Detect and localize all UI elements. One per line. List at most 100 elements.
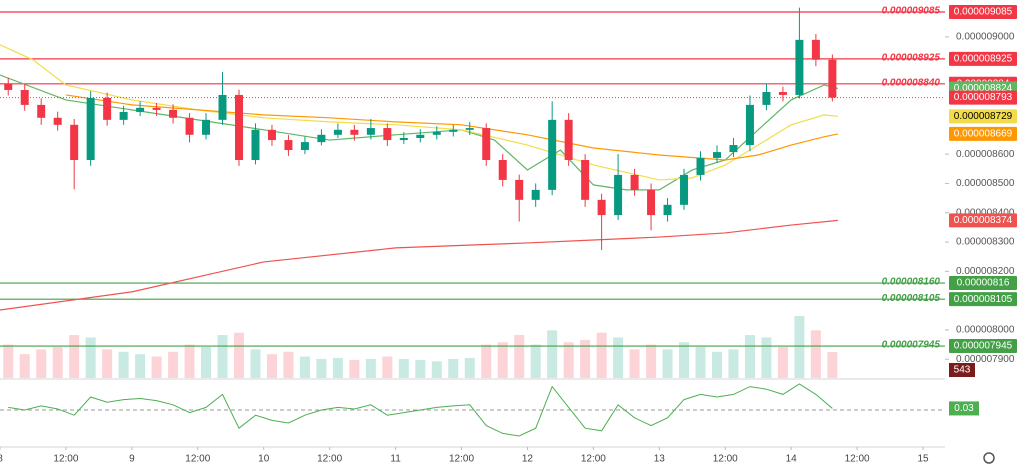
volume-bar — [580, 339, 591, 378]
volume-bar — [382, 356, 393, 378]
x-tick-label: 12:00 — [581, 454, 606, 465]
candle-body — [218, 94, 227, 120]
candle-body — [663, 204, 672, 216]
volume-bar — [151, 356, 162, 378]
price-badge — [949, 339, 1017, 354]
x-tick-label: 12:00 — [317, 454, 342, 465]
price-line-label: 0.000008105 — [882, 293, 941, 304]
volume-bar — [711, 351, 722, 378]
x-tick-label: 12:00 — [845, 454, 870, 465]
price-badge — [949, 213, 1017, 228]
volume-bar — [36, 349, 47, 378]
price-line-label: 0.000009085 — [882, 6, 941, 17]
candle-body — [762, 92, 771, 105]
candle-body — [531, 189, 540, 200]
candle-body — [300, 142, 309, 151]
candle-body — [745, 104, 754, 146]
volume-bar — [761, 337, 772, 378]
volume-bar — [184, 344, 195, 378]
price-badge-label: 0.000007945 — [954, 341, 1013, 352]
volume-bar — [810, 330, 821, 378]
price-badge — [949, 109, 1017, 124]
candle-body — [712, 152, 721, 158]
y-tick-label: 0.000008000 — [956, 325, 1015, 336]
oscillator-badge — [949, 401, 979, 416]
candle-body — [416, 134, 425, 139]
candle-body — [317, 134, 326, 143]
candle-body — [548, 119, 557, 190]
volume-bar — [547, 330, 558, 378]
candle-body — [333, 129, 342, 135]
y-tick-label: 0.000007900 — [956, 354, 1015, 365]
x-tick-label: 13 — [654, 454, 666, 465]
candle-body — [465, 128, 474, 130]
candle-body — [185, 117, 194, 135]
volume-bar — [135, 354, 146, 378]
candle-body — [795, 39, 804, 95]
x-tick-label: 12:00 — [53, 454, 78, 465]
settings-icon[interactable] — [983, 452, 995, 464]
price-badge-label: 0.000008374 — [954, 215, 1013, 226]
volume-bar — [365, 358, 376, 378]
price-badge — [949, 126, 1017, 141]
x-tick-label: 11 — [390, 454, 401, 465]
candle-body — [366, 128, 375, 135]
candle-body — [86, 97, 95, 160]
price-badge-label: 0.000008793 — [954, 92, 1013, 103]
candle-body — [515, 179, 524, 200]
price-badge — [949, 5, 1017, 20]
candle-body — [37, 104, 46, 118]
volume-bar — [794, 316, 805, 378]
volume-bar — [69, 335, 80, 378]
candle-body — [284, 140, 293, 151]
volume-bar — [332, 357, 343, 378]
price-badge-label: 0.000009085 — [954, 7, 1013, 18]
candle-body — [630, 174, 639, 190]
price-badge-label: 0.00000816 — [957, 278, 1010, 289]
candle-body — [350, 129, 359, 135]
volume-bar — [629, 349, 640, 378]
candle-body — [234, 94, 243, 160]
candle-body — [4, 83, 13, 90]
volume-bar — [596, 332, 607, 378]
volume-bar — [250, 349, 261, 378]
oscillator-line — [8, 383, 833, 437]
candle-body — [680, 174, 689, 205]
candle-body — [564, 119, 573, 160]
volume-bar — [299, 356, 310, 378]
y-tick-label: 0.000008400 — [956, 207, 1015, 218]
volume-bar — [217, 335, 228, 378]
price-line-label: 0.000008925 — [882, 53, 941, 64]
moving-average-line — [0, 219, 838, 311]
volume-badge — [949, 363, 975, 377]
candle-body — [53, 117, 62, 125]
volume-bar — [744, 335, 755, 378]
volume-bar — [514, 335, 525, 378]
price-badge-label: 0.000008824 — [954, 83, 1013, 94]
candle-body — [647, 189, 656, 216]
candle-body — [152, 107, 161, 110]
candle-body — [597, 199, 606, 216]
volume-bar — [316, 358, 327, 378]
volume-bar — [118, 351, 129, 378]
volume-bar — [201, 347, 212, 378]
volume-bar — [464, 357, 475, 378]
volume-bar — [85, 337, 96, 378]
volume-bar — [233, 332, 244, 378]
volume-bar — [679, 342, 690, 378]
candle-body — [202, 119, 211, 135]
volume-bar — [52, 347, 63, 378]
oscillator-badge-label: 0.03 — [954, 403, 974, 414]
volume-bar — [431, 361, 442, 378]
y-tick-label: 0.000008500 — [956, 178, 1015, 189]
volume-bar — [777, 347, 788, 378]
y-tick-label: 0.000009000 — [956, 32, 1015, 43]
candle-body — [729, 145, 738, 153]
x-tick-label: 12:00 — [713, 454, 738, 465]
candle-body — [449, 129, 458, 132]
candle-body — [498, 159, 507, 180]
volume-bar — [168, 351, 179, 378]
candle-body — [696, 157, 705, 175]
